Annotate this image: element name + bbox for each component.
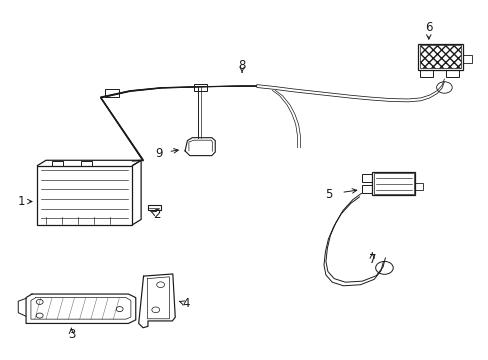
Text: 2: 2 — [153, 208, 160, 221]
Bar — [417, 44, 462, 69]
Text: 6: 6 — [424, 21, 432, 34]
Text: 3: 3 — [67, 328, 75, 341]
Text: 7: 7 — [368, 253, 375, 266]
Text: 5: 5 — [324, 188, 331, 201]
Bar — [81, 161, 92, 166]
Bar — [52, 161, 62, 166]
Bar — [445, 69, 458, 77]
Text: 9: 9 — [155, 147, 163, 159]
Bar — [419, 69, 432, 77]
Bar — [37, 166, 132, 225]
Bar — [371, 172, 414, 195]
Bar — [373, 173, 413, 194]
Bar — [414, 183, 422, 190]
Bar — [361, 185, 371, 193]
Bar — [105, 89, 119, 97]
Bar — [419, 45, 460, 68]
Text: 4: 4 — [182, 297, 189, 310]
Bar — [148, 205, 160, 211]
Text: 1: 1 — [18, 195, 25, 208]
Bar — [193, 84, 207, 91]
Bar — [462, 55, 471, 63]
Bar — [361, 174, 371, 182]
Text: 8: 8 — [238, 59, 245, 72]
